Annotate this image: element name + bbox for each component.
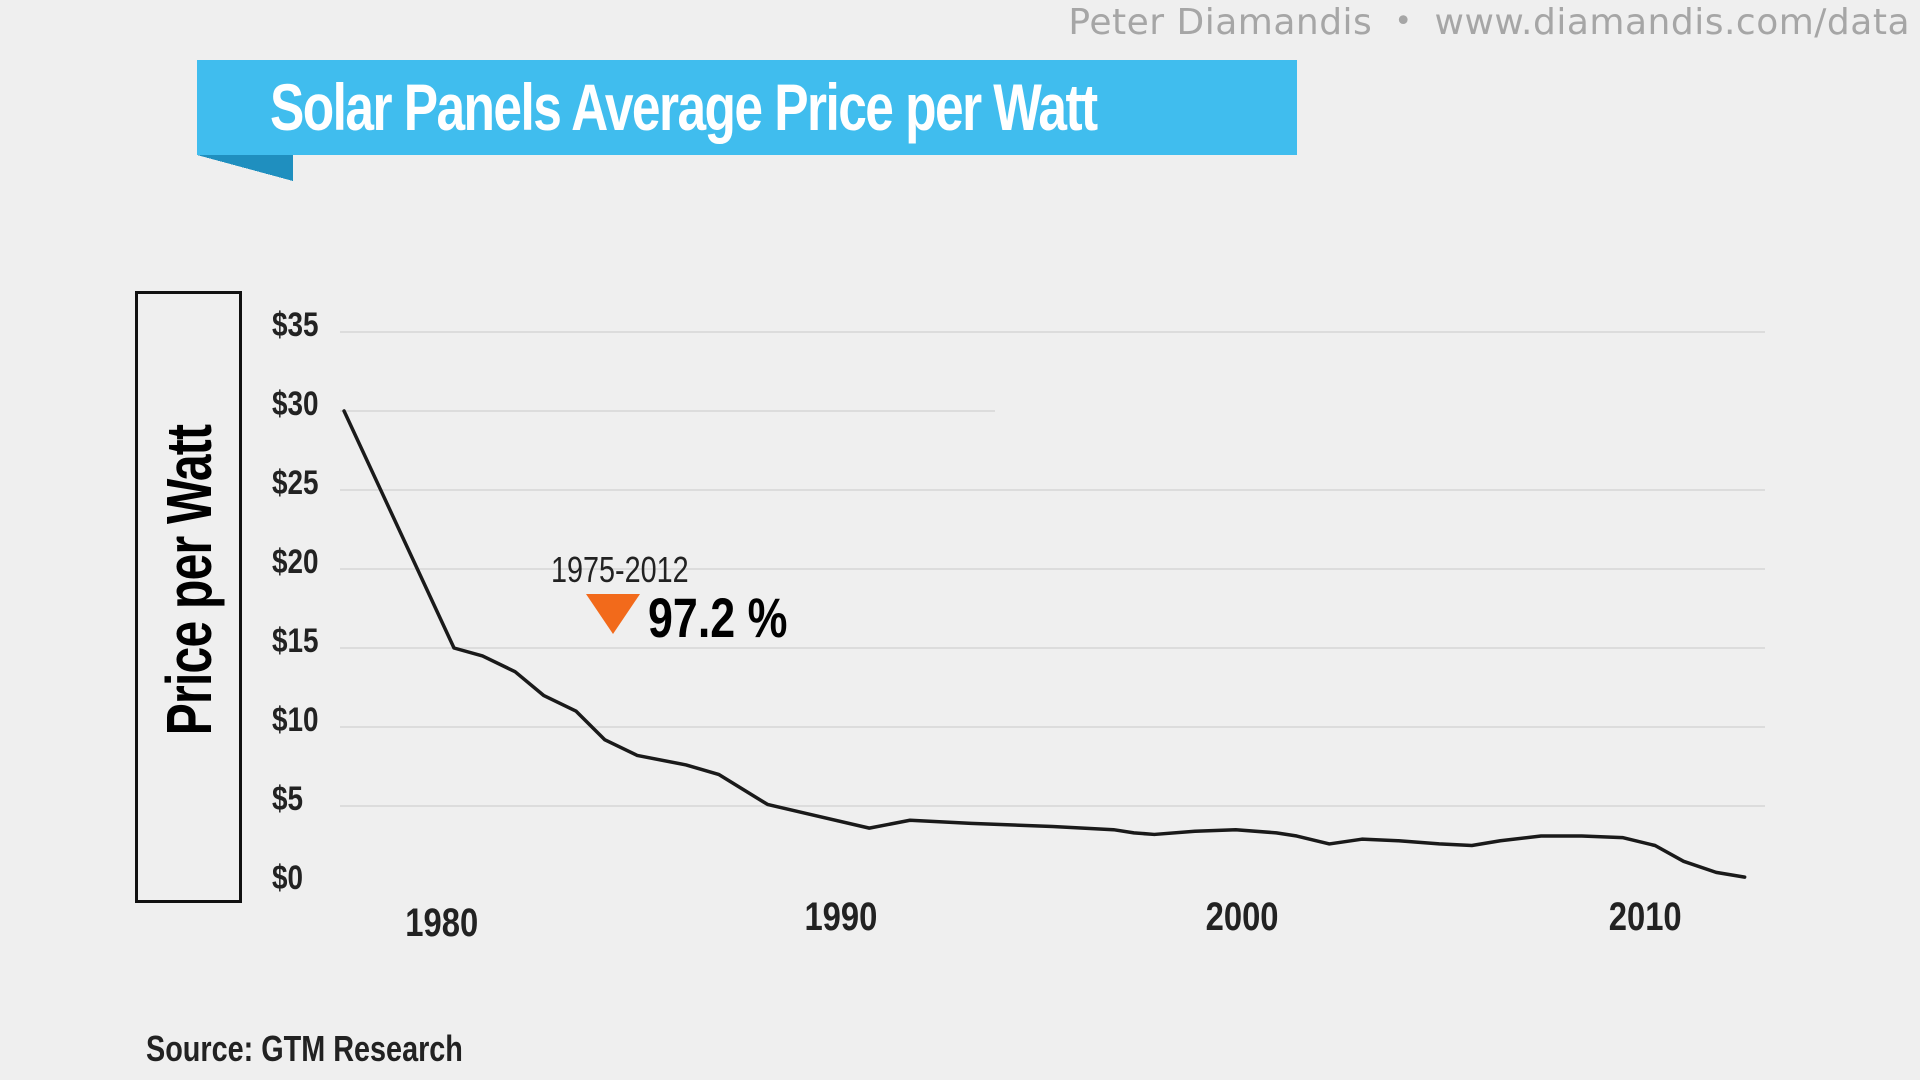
y-axis-label-box <box>135 291 242 903</box>
x-tick-label: 2000 <box>1206 894 1279 939</box>
y-tick-label: $25 <box>272 463 319 501</box>
credit-line: Peter Diamandis • www.diamandis.com/data <box>1068 2 1910 43</box>
y-tick-label: $35 <box>272 305 319 343</box>
chart-title: Solar Panels Average Price per Watt <box>270 70 1098 144</box>
x-tick-label: 1980 <box>405 900 478 945</box>
credit-author: Peter Diamandis <box>1068 2 1373 43</box>
y-tick-label: $10 <box>272 700 319 738</box>
y-tick-label: $20 <box>272 542 319 580</box>
y-tick-label: $5 <box>272 779 303 817</box>
annotation-value: 97.2 % <box>648 586 787 649</box>
y-tick-label: $15 <box>272 621 319 659</box>
down-triangle-icon <box>586 594 640 634</box>
series-line <box>342 409 1747 879</box>
credit-url: www.diamandis.com/data <box>1434 2 1910 43</box>
y-tick-label: $0 <box>272 858 303 896</box>
y-tick-label: $30 <box>272 384 319 422</box>
annotation-range: 1975-2012 <box>551 549 689 590</box>
banner-fold <box>197 155 293 181</box>
source-note: Source: GTM Research <box>146 1028 463 1069</box>
x-tick-label: 2010 <box>1609 894 1682 939</box>
title-banner <box>197 60 1297 155</box>
x-tick-label: 1990 <box>804 894 877 939</box>
credit-separator: • <box>1394 4 1413 39</box>
